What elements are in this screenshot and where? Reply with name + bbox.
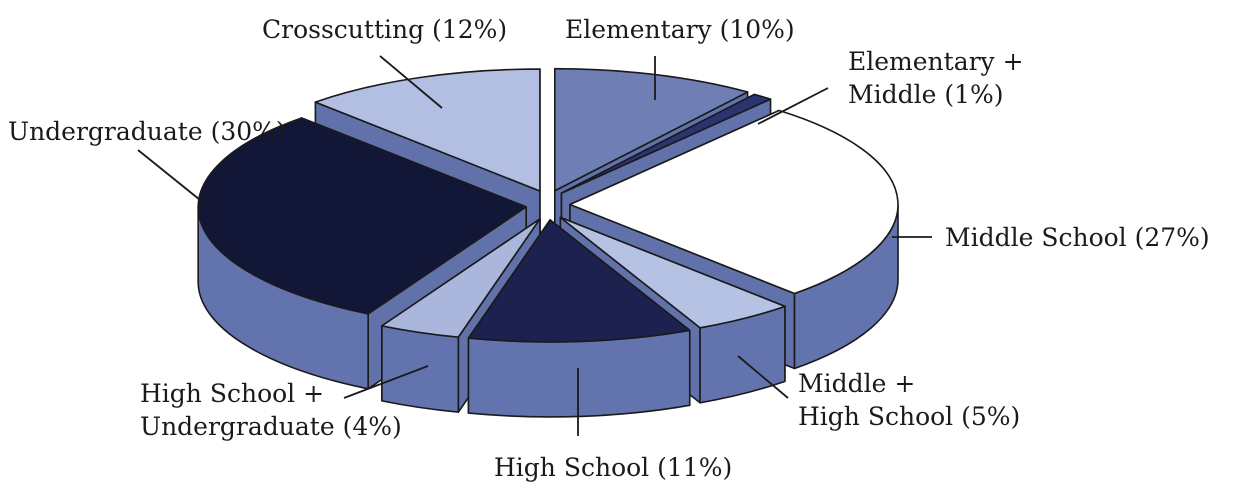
- slice-top-face: [553, 67, 749, 192]
- slice-label-line: High School (11%): [494, 453, 732, 482]
- slice-label: Undergraduate (30%): [8, 117, 286, 146]
- slice-label-line: Middle School (27%): [945, 223, 1210, 252]
- slice-label: Middle + High School (5%): [798, 369, 1020, 431]
- slice-label-line: Elementary (10%): [565, 15, 795, 44]
- slice-top-face: [381, 218, 541, 338]
- slice-label-line: High School +: [140, 379, 324, 408]
- slice-label: Elementary (10%): [565, 15, 795, 44]
- slice-labels: Elementary (10%) Elementary + Middle (1%) M…: [8, 15, 1210, 482]
- slice-top-face: [560, 93, 772, 194]
- leader-line: [343, 365, 429, 399]
- pie-slice: [467, 219, 691, 418]
- slice-label-line: Elementary +: [848, 47, 1024, 76]
- label-leader-lines: [137, 55, 932, 436]
- leader-line: [379, 55, 443, 109]
- slice-label-line: Crosscutting (12%): [262, 15, 507, 44]
- slice-label-line: Undergraduate (4%): [140, 412, 402, 441]
- slice-label-line: High School (5%): [798, 402, 1020, 431]
- slice-label-line: Middle +: [798, 369, 915, 398]
- slice-top-face: [467, 219, 691, 343]
- pie-slices: [197, 67, 899, 418]
- slice-label: High School (11%): [494, 453, 732, 482]
- slice-top-face: [197, 117, 527, 315]
- slice-label-line: Middle (1%): [848, 80, 1004, 109]
- slice-top-face: [314, 68, 541, 192]
- slice-label: Elementary + Middle (1%): [848, 47, 1024, 109]
- leader-line: [737, 355, 789, 399]
- slice-label: Crosscutting (12%): [262, 15, 507, 44]
- leader-line: [757, 87, 829, 125]
- slice-label: High School + Undergraduate (4%): [140, 379, 402, 441]
- slice-top-face: [569, 109, 899, 295]
- slice-outer-face: [467, 329, 691, 418]
- leader-line: [137, 149, 211, 209]
- slice-label: Middle School (27%): [945, 223, 1210, 252]
- slice-top-face: [559, 216, 786, 329]
- slice-label-line: Undergraduate (30%): [8, 117, 286, 146]
